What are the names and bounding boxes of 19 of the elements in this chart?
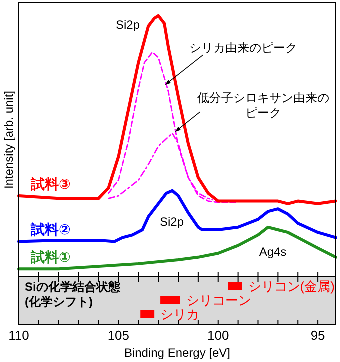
annotation: Si2p (116, 18, 140, 32)
series-label: 試料① (30, 249, 71, 266)
x-tick-label: 105 (108, 328, 130, 343)
y-axis-title: Intensity [arb. unit] (2, 90, 16, 190)
series-label: 試料③ (30, 176, 71, 192)
x-tick-label: 100 (208, 328, 230, 343)
text: (化学シフト) (25, 295, 93, 309)
x-tick-label: 95 (310, 328, 326, 343)
series-label: 試料② (30, 222, 71, 238)
y-tick-label: シリカ (160, 307, 200, 322)
chart-title: Siの化学結合状態 (25, 280, 122, 294)
x-axis-title: Binding Energy [eV] (124, 346, 231, 360)
x-tick-label: 110 (8, 328, 30, 343)
annotation: Ag4s (259, 245, 287, 259)
y-tick-label: シリコーン (186, 293, 252, 308)
annotation: Si2p (160, 215, 184, 229)
annotation: シリカ由来のピーク (189, 41, 298, 56)
y-tick-label: シリコン(金属) (248, 279, 335, 294)
annotation: 低分子シロキサン由来のピーク (197, 91, 330, 120)
